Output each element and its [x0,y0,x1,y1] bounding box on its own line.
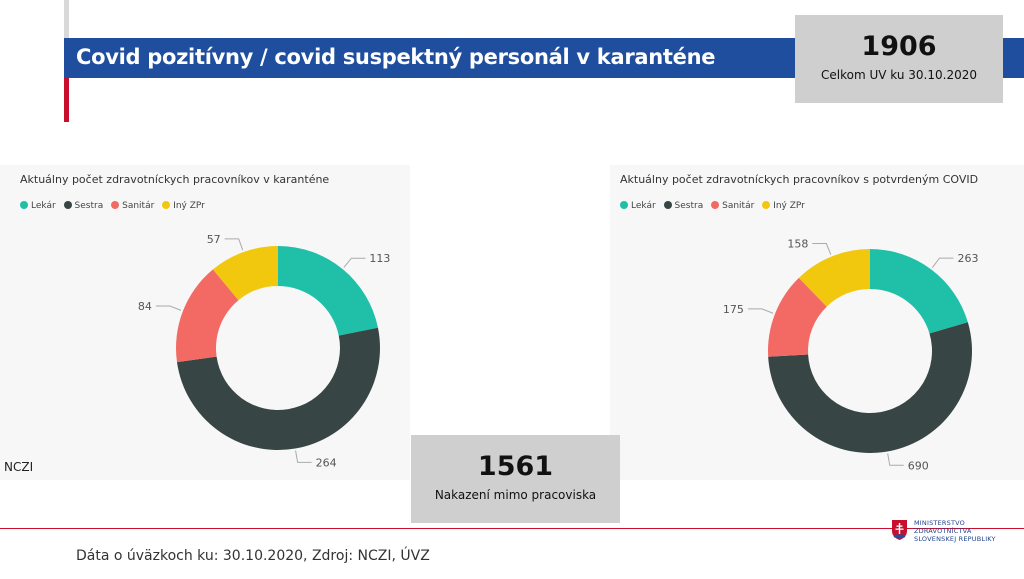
data-label: 263 [958,252,979,265]
outside-label: Nakazení mimo pracoviska [434,488,597,502]
legend-item-iny-zpr[interactable]: Iný ZPr [762,201,805,211]
data-label: 84 [138,300,152,313]
legend-label: Sestra [74,201,104,211]
data-label-leader [812,243,832,255]
legend-item-sestra[interactable]: Sestra [663,201,704,211]
legend-item-lekar[interactable]: Lekár [620,201,656,211]
donut-slice-lek-r[interactable] [870,249,968,334]
accent-top-bar [64,0,69,38]
data-label-leader [343,257,366,268]
total-label: Celkom UV ku 30.10.2020 [821,68,977,82]
legend-label: Lekár [31,201,56,211]
donut-slice-in-zpr[interactable] [798,249,870,307]
legend-label: Iný ZPr [773,201,805,211]
donut-slice-sanit-r[interactable] [768,277,827,357]
data-label-leader [887,453,904,466]
covid-donut-chart: 263 690 175 158 [723,238,979,473]
donut-slice-sanit-r[interactable] [175,269,239,363]
data-label-leader [295,450,312,463]
legend-item-sanitar[interactable]: Sanitár [111,201,154,211]
donut-slice-sestra[interactable] [176,327,380,450]
legend-dot-icon [162,201,171,209]
legend-label: Lekár [631,201,656,211]
legend-dot-icon [620,201,628,209]
data-label: 113 [369,252,390,265]
data-label: 158 [787,238,808,251]
data-label: 264 [316,456,337,469]
data-source-note: Dáta o úväzkoch ku: 30.10.2020, Zdroj: N… [76,548,430,564]
data-label: 690 [908,459,929,472]
quarantine-donut-chart: 113 264 84 57 [138,233,391,469]
ministry-logo-block: MINISTERSTVO ZDRAVOTNÍCTVA SLOVENSKEJ RE… [892,518,1017,550]
legend-dot-icon [111,201,120,209]
legend-item-sanitar[interactable]: Sanitár [711,201,754,211]
legend-item-iny-zpr[interactable]: Iný ZPr [162,201,205,211]
legend-label: Sestra [674,201,704,211]
legend-label: Sanitár [722,201,755,211]
legend-dot-icon [711,201,720,209]
chart-legend: Lekár Sestra Sanitár Iný ZPr [20,201,210,211]
quarantine-chart-panel: Aktuálny počet zdravotníckych pracovníko… [0,165,410,480]
legend-label: Iný ZPr [173,201,205,211]
legend-label: Sanitár [122,201,155,211]
total-stat-card: 1906 Celkom UV ku 30.10.2020 [795,15,1003,103]
donut-slice-lek-r[interactable] [278,246,378,336]
slovak-coat-of-arms-icon [892,520,907,540]
covid-chart-panel: Aktuálny počet zdravotníckych pracovníko… [610,165,1024,480]
footer-divider [0,528,1024,529]
chart-legend: Lekár Sestra Sanitár Iný ZPr [620,201,810,211]
data-label-leader [155,305,182,311]
legend-dot-icon [20,201,28,209]
chart-title: Aktuálny počet zdravotníckych pracovníko… [20,173,330,186]
outside-stat-card: 1561 Nakazení mimo pracoviska [411,435,620,523]
chart-title: Aktuálny počet zdravotníckych pracovníko… [620,173,979,186]
legend-dot-icon [762,201,771,209]
source-tag: NCZI [4,460,34,474]
outside-value: 1561 [477,451,554,482]
ministry-name: MINISTERSTVO ZDRAVOTNÍCTVA SLOVENSKEJ RE… [914,519,996,543]
legend-item-lekar[interactable]: Lekár [20,201,56,211]
legend-dot-icon [663,201,672,209]
page-title: Covid pozitívny / covid suspektný person… [76,45,716,69]
donut-slice-in-zpr[interactable] [212,246,278,301]
accent-red-bar [64,78,69,122]
legend-dot-icon [63,201,72,209]
donut-slice-sestra[interactable] [768,322,972,453]
data-label-leader [224,238,244,251]
data-label-leader [931,257,954,269]
data-label-leader [747,308,774,314]
total-value: 1906 [861,31,937,62]
legend-item-sestra[interactable]: Sestra [63,201,104,211]
data-label: 57 [207,233,221,246]
data-label: 175 [723,303,744,316]
